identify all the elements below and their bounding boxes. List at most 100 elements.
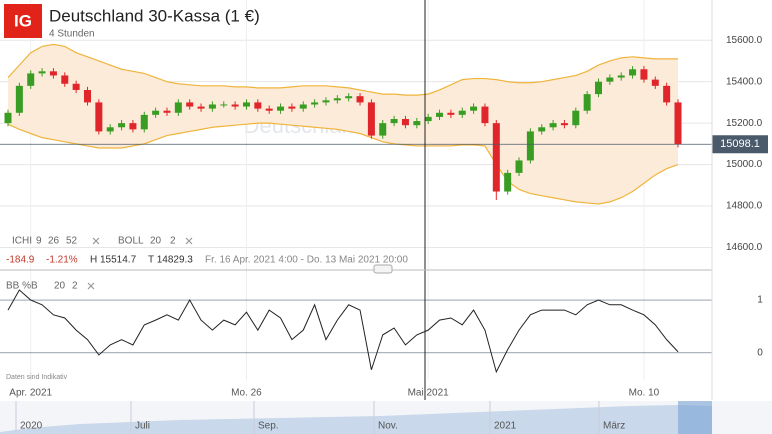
resize-handle[interactable] — [373, 264, 393, 274]
legend: 20 — [54, 281, 66, 292]
candle-body — [106, 127, 114, 132]
legend: 2 — [72, 281, 78, 292]
candle-body — [595, 81, 603, 95]
y-tick-label: 14800.0 — [726, 201, 763, 212]
change-pct: -1.21% — [46, 255, 78, 266]
candle-body — [140, 114, 148, 130]
band-line — [7, 122, 679, 205]
navigator-label: März — [603, 421, 625, 432]
y-tick-label: 14600.0 — [726, 242, 763, 253]
candle-body — [492, 123, 500, 192]
candle-body — [208, 104, 216, 109]
navigator-label: Sep. — [258, 421, 279, 432]
logo-text: IG — [14, 11, 32, 30]
candle-body — [651, 79, 659, 86]
x-tick-label: Mo. 10 — [629, 388, 660, 399]
date-range: Fr. 16 Apr. 2021 4:00 - Do. 13 Mai 2021 … — [205, 255, 408, 266]
candle-body — [322, 100, 330, 103]
change: -184.9 — [6, 255, 35, 266]
logo — [4, 4, 42, 38]
candle-body — [220, 104, 228, 106]
y-tick-label: 1 — [757, 295, 763, 306]
candle-body — [152, 110, 160, 115]
candle-body — [61, 75, 69, 84]
candle-body — [95, 102, 103, 132]
candle-body — [174, 102, 182, 113]
legend: 9 — [36, 236, 42, 247]
note: Daten sind Indikativ — [6, 374, 68, 381]
candle-body — [186, 102, 194, 107]
candle-body — [288, 106, 296, 109]
candle-body — [560, 123, 568, 126]
legend: 26 — [48, 236, 60, 247]
candle-body — [640, 69, 648, 80]
navigator-label: Nov. — [378, 421, 398, 432]
candle-body — [118, 123, 126, 128]
candle-body — [617, 75, 625, 78]
x-tick-label: Apr. 2021 — [9, 388, 52, 399]
x-tick-label: Mai 2021 — [408, 388, 450, 399]
candle-body — [38, 71, 46, 74]
last-price: 15098.1 — [720, 138, 760, 150]
navigator-label: 2020 — [20, 421, 43, 432]
candle-body — [254, 102, 262, 109]
candle-body — [606, 77, 614, 82]
candle-body — [413, 121, 421, 126]
candle-body — [379, 123, 387, 136]
candle-body — [436, 112, 444, 117]
y-tick-label: 15200.0 — [726, 118, 763, 129]
candle-body — [163, 110, 171, 113]
candle-body — [4, 112, 12, 124]
band-line — [7, 43, 678, 96]
candle-body — [583, 94, 591, 111]
candle-body — [345, 96, 353, 99]
legend: 20 — [150, 236, 162, 247]
y-tick-label: 15400.0 — [726, 76, 763, 87]
candle-body — [277, 106, 285, 111]
legend: BOLL — [118, 236, 144, 247]
candle-body — [447, 112, 455, 115]
title: Deutschland 30-Kassa (1 €) — [49, 6, 260, 25]
y-tick-label: 15600.0 — [726, 35, 763, 46]
last-price-box — [712, 135, 768, 154]
band-fill — [8, 44, 678, 204]
candle-body — [549, 123, 557, 128]
candle-body — [470, 106, 478, 111]
candle-body — [15, 85, 23, 113]
navigator-window[interactable] — [678, 401, 712, 434]
candle-body — [674, 102, 682, 145]
candle-body — [401, 118, 409, 126]
candle-body — [515, 160, 523, 173]
candle-body — [424, 116, 432, 122]
legend: 52 — [66, 236, 78, 247]
navigator-label: Juli — [135, 421, 150, 432]
candle-body — [572, 110, 580, 126]
low: T 14829.3 — [148, 255, 193, 266]
candle-body — [629, 69, 637, 76]
candle-body — [356, 96, 364, 103]
candle-body — [333, 98, 341, 101]
candle-body — [49, 71, 57, 76]
candle-body — [72, 83, 80, 90]
legend: ICHI — [12, 236, 32, 247]
candle-body — [481, 106, 489, 124]
candle-body — [526, 131, 534, 161]
candle-body — [663, 85, 671, 103]
candle-body — [458, 110, 466, 115]
candle-body — [390, 118, 398, 124]
candle-body — [231, 104, 239, 107]
candle-body — [538, 127, 546, 132]
candle-body — [367, 102, 375, 136]
close-icons[interactable] — [87, 237, 193, 290]
legend: BB %B — [6, 281, 38, 292]
candle-body — [242, 102, 250, 107]
y-tick-label: 0 — [757, 347, 763, 358]
line — [7, 289, 679, 374]
candle-body — [311, 102, 319, 105]
candle-body — [27, 73, 35, 86]
legend: 2 — [170, 236, 176, 247]
navigator-area — [0, 405, 712, 434]
interval: 4 Stunden — [49, 29, 95, 40]
candle-body — [265, 108, 273, 111]
